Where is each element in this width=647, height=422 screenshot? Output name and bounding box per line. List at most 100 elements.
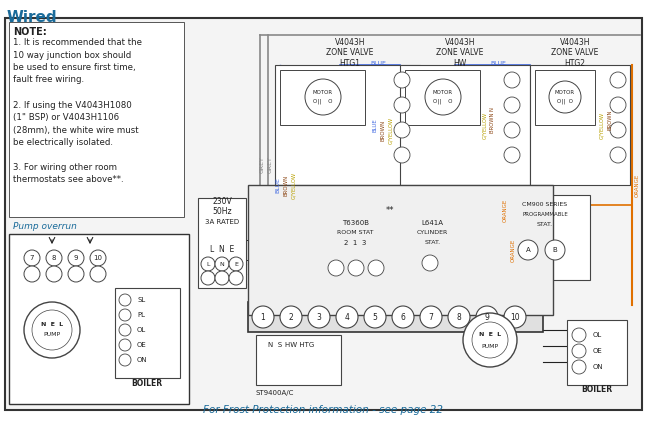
Circle shape (24, 302, 80, 358)
Text: OE: OE (593, 348, 603, 354)
Circle shape (463, 313, 517, 367)
Circle shape (572, 344, 586, 358)
Text: ROOM STAT: ROOM STAT (337, 230, 374, 235)
Circle shape (504, 147, 520, 163)
Circle shape (572, 360, 586, 374)
Text: fault free wiring.: fault free wiring. (13, 76, 84, 84)
Text: 3A RATED: 3A RATED (205, 219, 239, 225)
Circle shape (215, 271, 229, 285)
Circle shape (46, 250, 62, 266)
Circle shape (545, 240, 565, 260)
Text: BLUE: BLUE (370, 61, 386, 66)
Circle shape (201, 257, 215, 271)
Text: E: E (234, 262, 238, 267)
Text: ON: ON (137, 357, 148, 363)
Text: 10: 10 (510, 313, 520, 322)
Circle shape (24, 250, 40, 266)
Bar (500, 195, 590, 280)
Text: 6: 6 (400, 313, 406, 322)
Text: 8: 8 (457, 313, 461, 322)
Text: A: A (525, 247, 531, 253)
Bar (115, 288, 180, 378)
Text: O||    O: O|| O (433, 98, 453, 104)
Circle shape (504, 122, 520, 138)
Circle shape (119, 339, 131, 351)
Circle shape (68, 250, 84, 266)
Circle shape (229, 271, 243, 285)
Text: 7: 7 (30, 255, 34, 261)
Bar (400, 215, 465, 280)
Circle shape (336, 306, 358, 328)
Circle shape (504, 97, 520, 113)
Circle shape (504, 72, 520, 88)
Circle shape (68, 266, 84, 282)
Text: N  E  L: N E L (41, 322, 63, 327)
Circle shape (518, 240, 538, 260)
Text: (28mm), the white wire must: (28mm), the white wire must (13, 125, 138, 135)
Text: BLUE: BLUE (373, 118, 377, 132)
Text: OL: OL (137, 327, 146, 333)
Text: OE: OE (137, 342, 147, 348)
Text: O||  O: O|| O (557, 98, 573, 104)
Text: V4043H
ZONE VALVE
HTG2: V4043H ZONE VALVE HTG2 (551, 38, 598, 68)
Circle shape (394, 122, 410, 138)
Circle shape (90, 266, 106, 282)
Text: CYLINDER: CYLINDER (417, 230, 448, 235)
Text: PUMP: PUMP (43, 332, 61, 336)
Text: 2. If using the V4043H1080: 2. If using the V4043H1080 (13, 100, 132, 109)
Text: For Frost Protection information - see page 22: For Frost Protection information - see p… (203, 405, 443, 415)
Text: Wired: Wired (7, 10, 58, 25)
Text: **: ** (386, 206, 394, 214)
Circle shape (549, 81, 581, 113)
Text: L: L (206, 262, 210, 267)
Text: BOILER: BOILER (582, 386, 613, 395)
Text: ORANGE: ORANGE (510, 238, 516, 262)
Text: L641A: L641A (421, 220, 443, 226)
Text: BROWN N: BROWN N (490, 107, 496, 133)
Circle shape (119, 354, 131, 366)
Text: 4: 4 (345, 313, 349, 322)
Circle shape (472, 322, 508, 358)
Text: GREY: GREY (267, 157, 272, 173)
Text: B: B (553, 247, 557, 253)
Text: STAT.: STAT. (537, 222, 553, 227)
Text: BROWN: BROWN (283, 174, 289, 196)
Text: PUMP: PUMP (481, 344, 499, 349)
Bar (9, 22, 184, 217)
Circle shape (610, 72, 626, 88)
Circle shape (119, 324, 131, 336)
Circle shape (610, 122, 626, 138)
Text: 5: 5 (373, 313, 377, 322)
Text: ORANGE: ORANGE (635, 173, 639, 197)
Text: G/YELLOW: G/YELLOW (388, 116, 393, 143)
Circle shape (24, 266, 40, 282)
Circle shape (348, 260, 364, 276)
Text: N: N (219, 262, 225, 267)
Circle shape (476, 306, 498, 328)
Circle shape (394, 97, 410, 113)
Text: thermostats see above**.: thermostats see above**. (13, 176, 124, 184)
Circle shape (215, 257, 229, 271)
Circle shape (308, 306, 330, 328)
Text: 10 way junction box should: 10 way junction box should (13, 51, 131, 60)
Circle shape (32, 310, 72, 350)
Bar (275, 65, 420, 185)
Bar (535, 70, 595, 125)
Bar (567, 320, 627, 385)
Text: 2  1  3: 2 1 3 (344, 240, 367, 246)
Text: HW HTG: HW HTG (285, 342, 314, 348)
Text: STAT.: STAT. (424, 241, 441, 246)
Bar (318, 215, 393, 280)
Circle shape (252, 306, 274, 328)
Circle shape (90, 250, 106, 266)
Circle shape (392, 306, 414, 328)
Text: be electrically isolated.: be electrically isolated. (13, 138, 113, 147)
Circle shape (328, 260, 344, 276)
Bar (400, 65, 530, 185)
Text: 9: 9 (485, 313, 489, 322)
Text: N  E  L: N E L (479, 333, 501, 338)
Text: 3: 3 (316, 313, 322, 322)
Text: L  N  E: L N E (210, 246, 234, 254)
Text: MOTOR: MOTOR (433, 89, 453, 95)
Text: G/YELLOW: G/YELLOW (292, 171, 296, 199)
